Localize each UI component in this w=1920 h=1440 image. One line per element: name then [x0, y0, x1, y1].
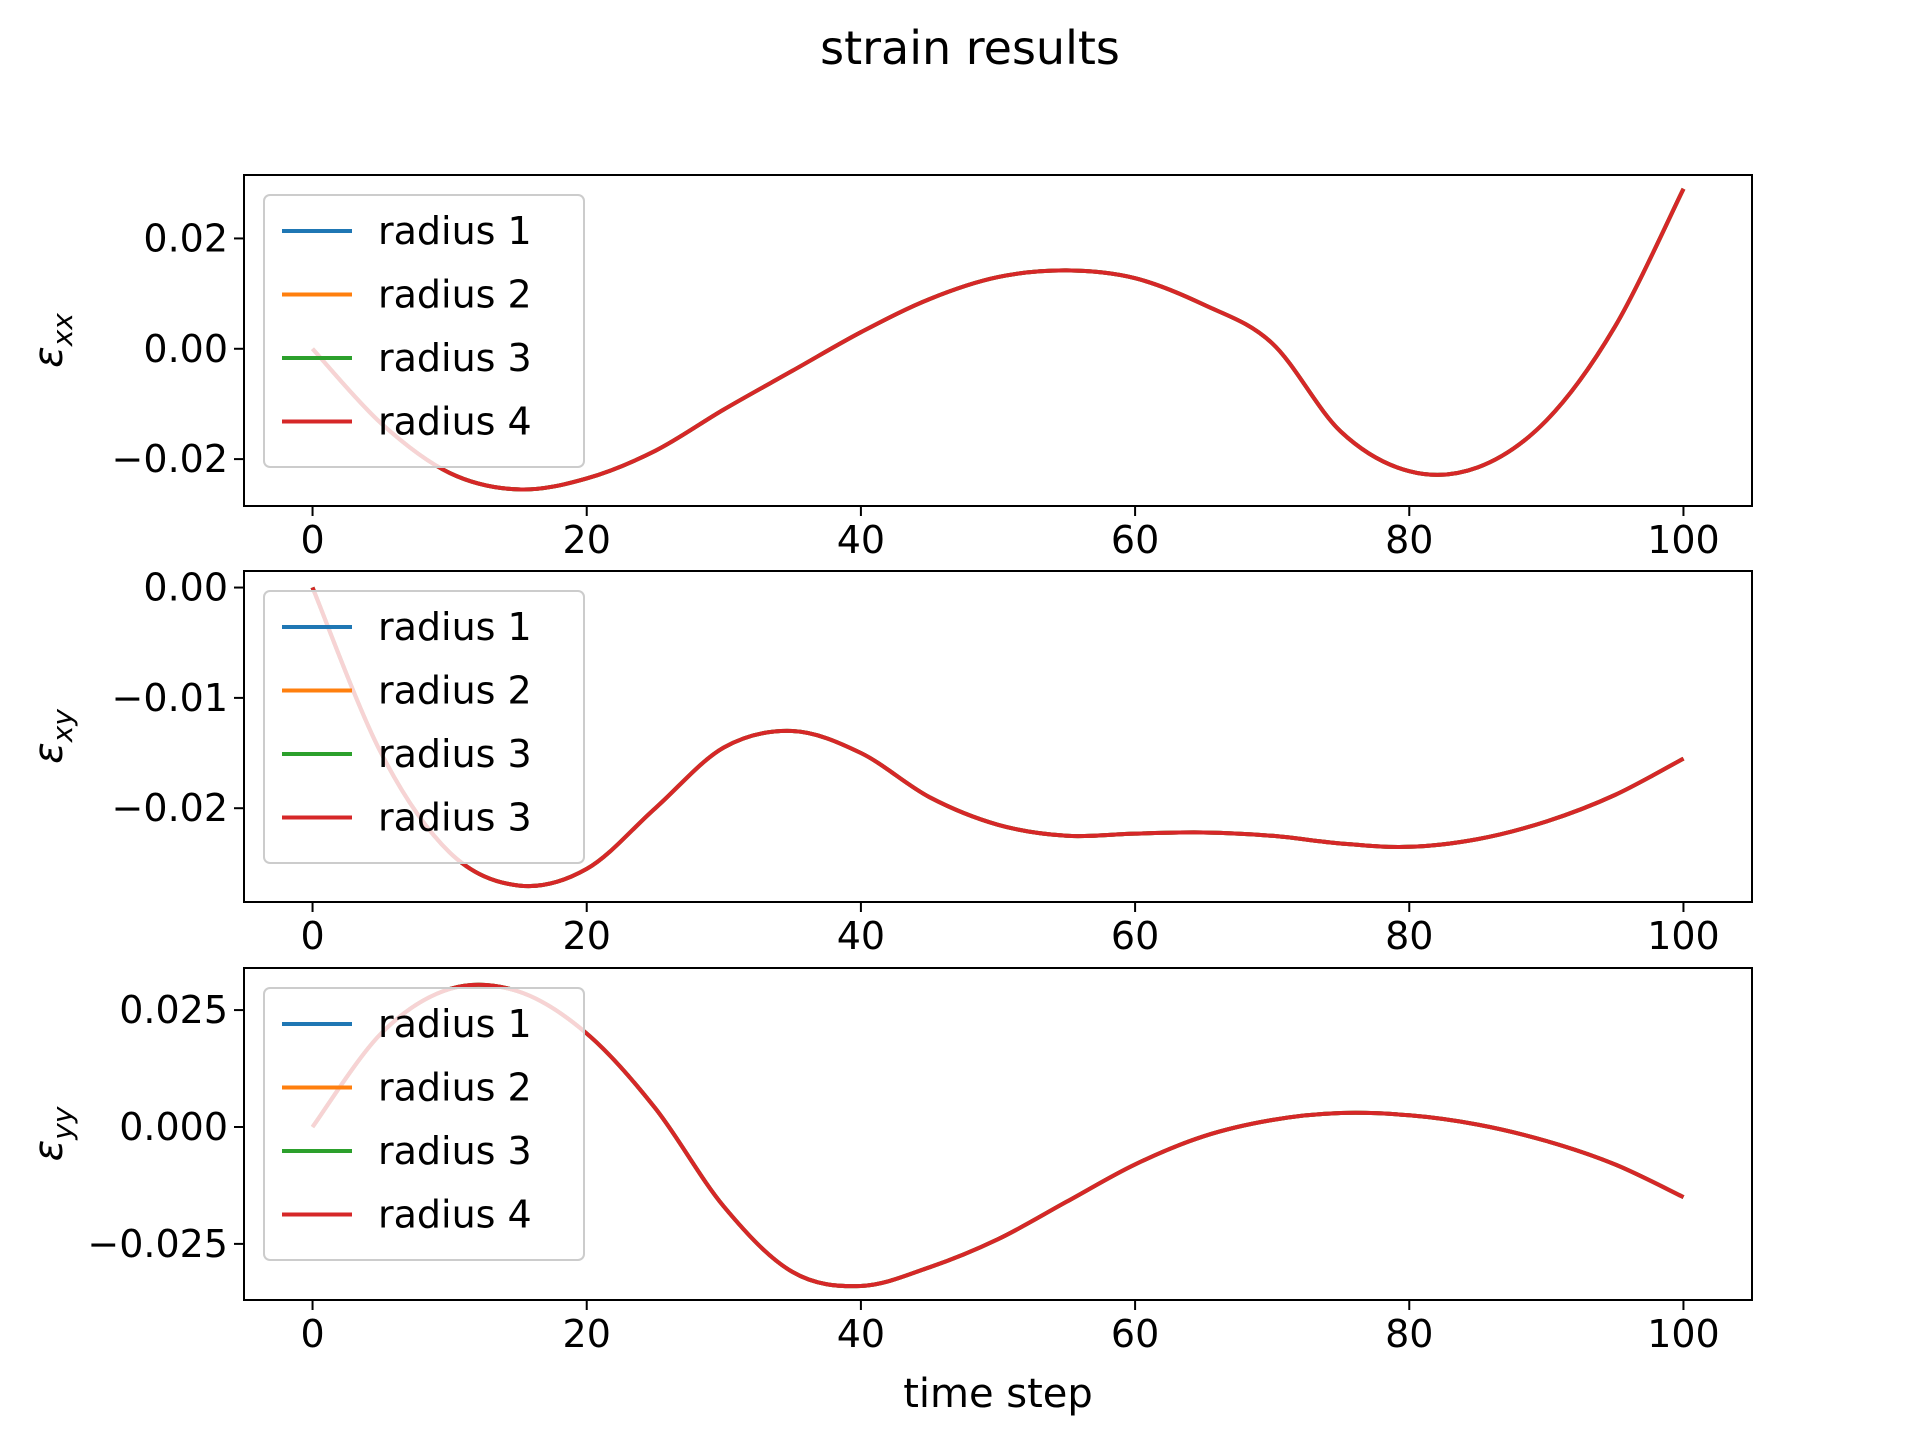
x-tick-label: 0	[300, 518, 324, 562]
y-axis-label: εxy	[26, 709, 79, 764]
legend-label: radius 3	[378, 336, 532, 380]
x-tick-label: 20	[563, 914, 611, 958]
y-tick-label: −0.01	[112, 676, 228, 720]
y-axis-label: εyy	[26, 1106, 79, 1161]
legend: radius 1 radius 2 radius 3 radius 3	[263, 590, 585, 864]
x-tick-label: 80	[1385, 914, 1433, 958]
x-tick-label: 0	[300, 914, 324, 958]
legend-label: radius 4	[378, 400, 532, 444]
y-axis-label: εxx	[26, 313, 79, 368]
axes-frame	[243, 967, 1753, 1301]
figure-title: strain results	[820, 21, 1120, 75]
axes-frame	[243, 570, 1753, 903]
legend-label: radius 2	[378, 1066, 532, 1110]
x-tick-label: 0	[300, 1312, 324, 1356]
legend-label: radius 3	[378, 732, 532, 776]
legend-label: radius 1	[378, 209, 532, 253]
x-tick-label: 20	[563, 1312, 611, 1356]
x-tick-label: 20	[563, 518, 611, 562]
x-tick-label: 40	[837, 518, 885, 562]
x-tick-label: 100	[1647, 914, 1720, 958]
legend: radius 1 radius 2 radius 3 radius 4	[263, 194, 585, 468]
axes-frame	[243, 174, 1753, 507]
legend-label: radius 2	[378, 273, 532, 317]
x-tick-label: 40	[837, 914, 885, 958]
y-tick-label: −0.02	[112, 437, 228, 481]
x-tick-label: 40	[837, 1312, 885, 1356]
x-tick-label: 60	[1111, 1312, 1159, 1356]
subplot-3: 0 20 40 60 80 100 −0.025 0.000 0.025 εyy time step…	[26, 967, 1753, 1417]
legend-label: radius 1	[378, 605, 532, 649]
y-tick-label: −0.025	[87, 1222, 228, 1266]
x-tick-label: 100	[1647, 518, 1720, 562]
x-axis-label: time step	[903, 1371, 1093, 1417]
legend-label: radius 3	[378, 796, 532, 840]
legend-box	[263, 590, 585, 864]
series-line-4	[311, 187, 1686, 492]
legend-label: radius 1	[378, 1002, 532, 1046]
series-line-4	[310, 586, 1685, 889]
y-tick-label: −0.02	[112, 786, 228, 830]
x-tick-label: 60	[1111, 914, 1159, 958]
legend-label: radius 2	[378, 669, 532, 713]
y-tick-label: 0.00	[143, 566, 228, 610]
legend-box	[263, 194, 585, 468]
y-tick-label: 0.000	[119, 1105, 228, 1149]
legend-label: radius 4	[378, 1193, 532, 1237]
x-tick-label: 100	[1647, 1312, 1720, 1356]
legend-box	[263, 987, 585, 1261]
y-tick-label: 0.025	[119, 988, 228, 1032]
y-tick-label: 0.00	[143, 327, 228, 371]
y-tick-label: 0.02	[143, 216, 228, 260]
legend: radius 1 radius 2 radius 3 radius 4	[263, 987, 585, 1261]
legend-label: radius 3	[378, 1129, 532, 1173]
x-tick-label: 60	[1111, 518, 1159, 562]
x-tick-label: 80	[1385, 1312, 1433, 1356]
x-tick-label: 80	[1385, 518, 1433, 562]
